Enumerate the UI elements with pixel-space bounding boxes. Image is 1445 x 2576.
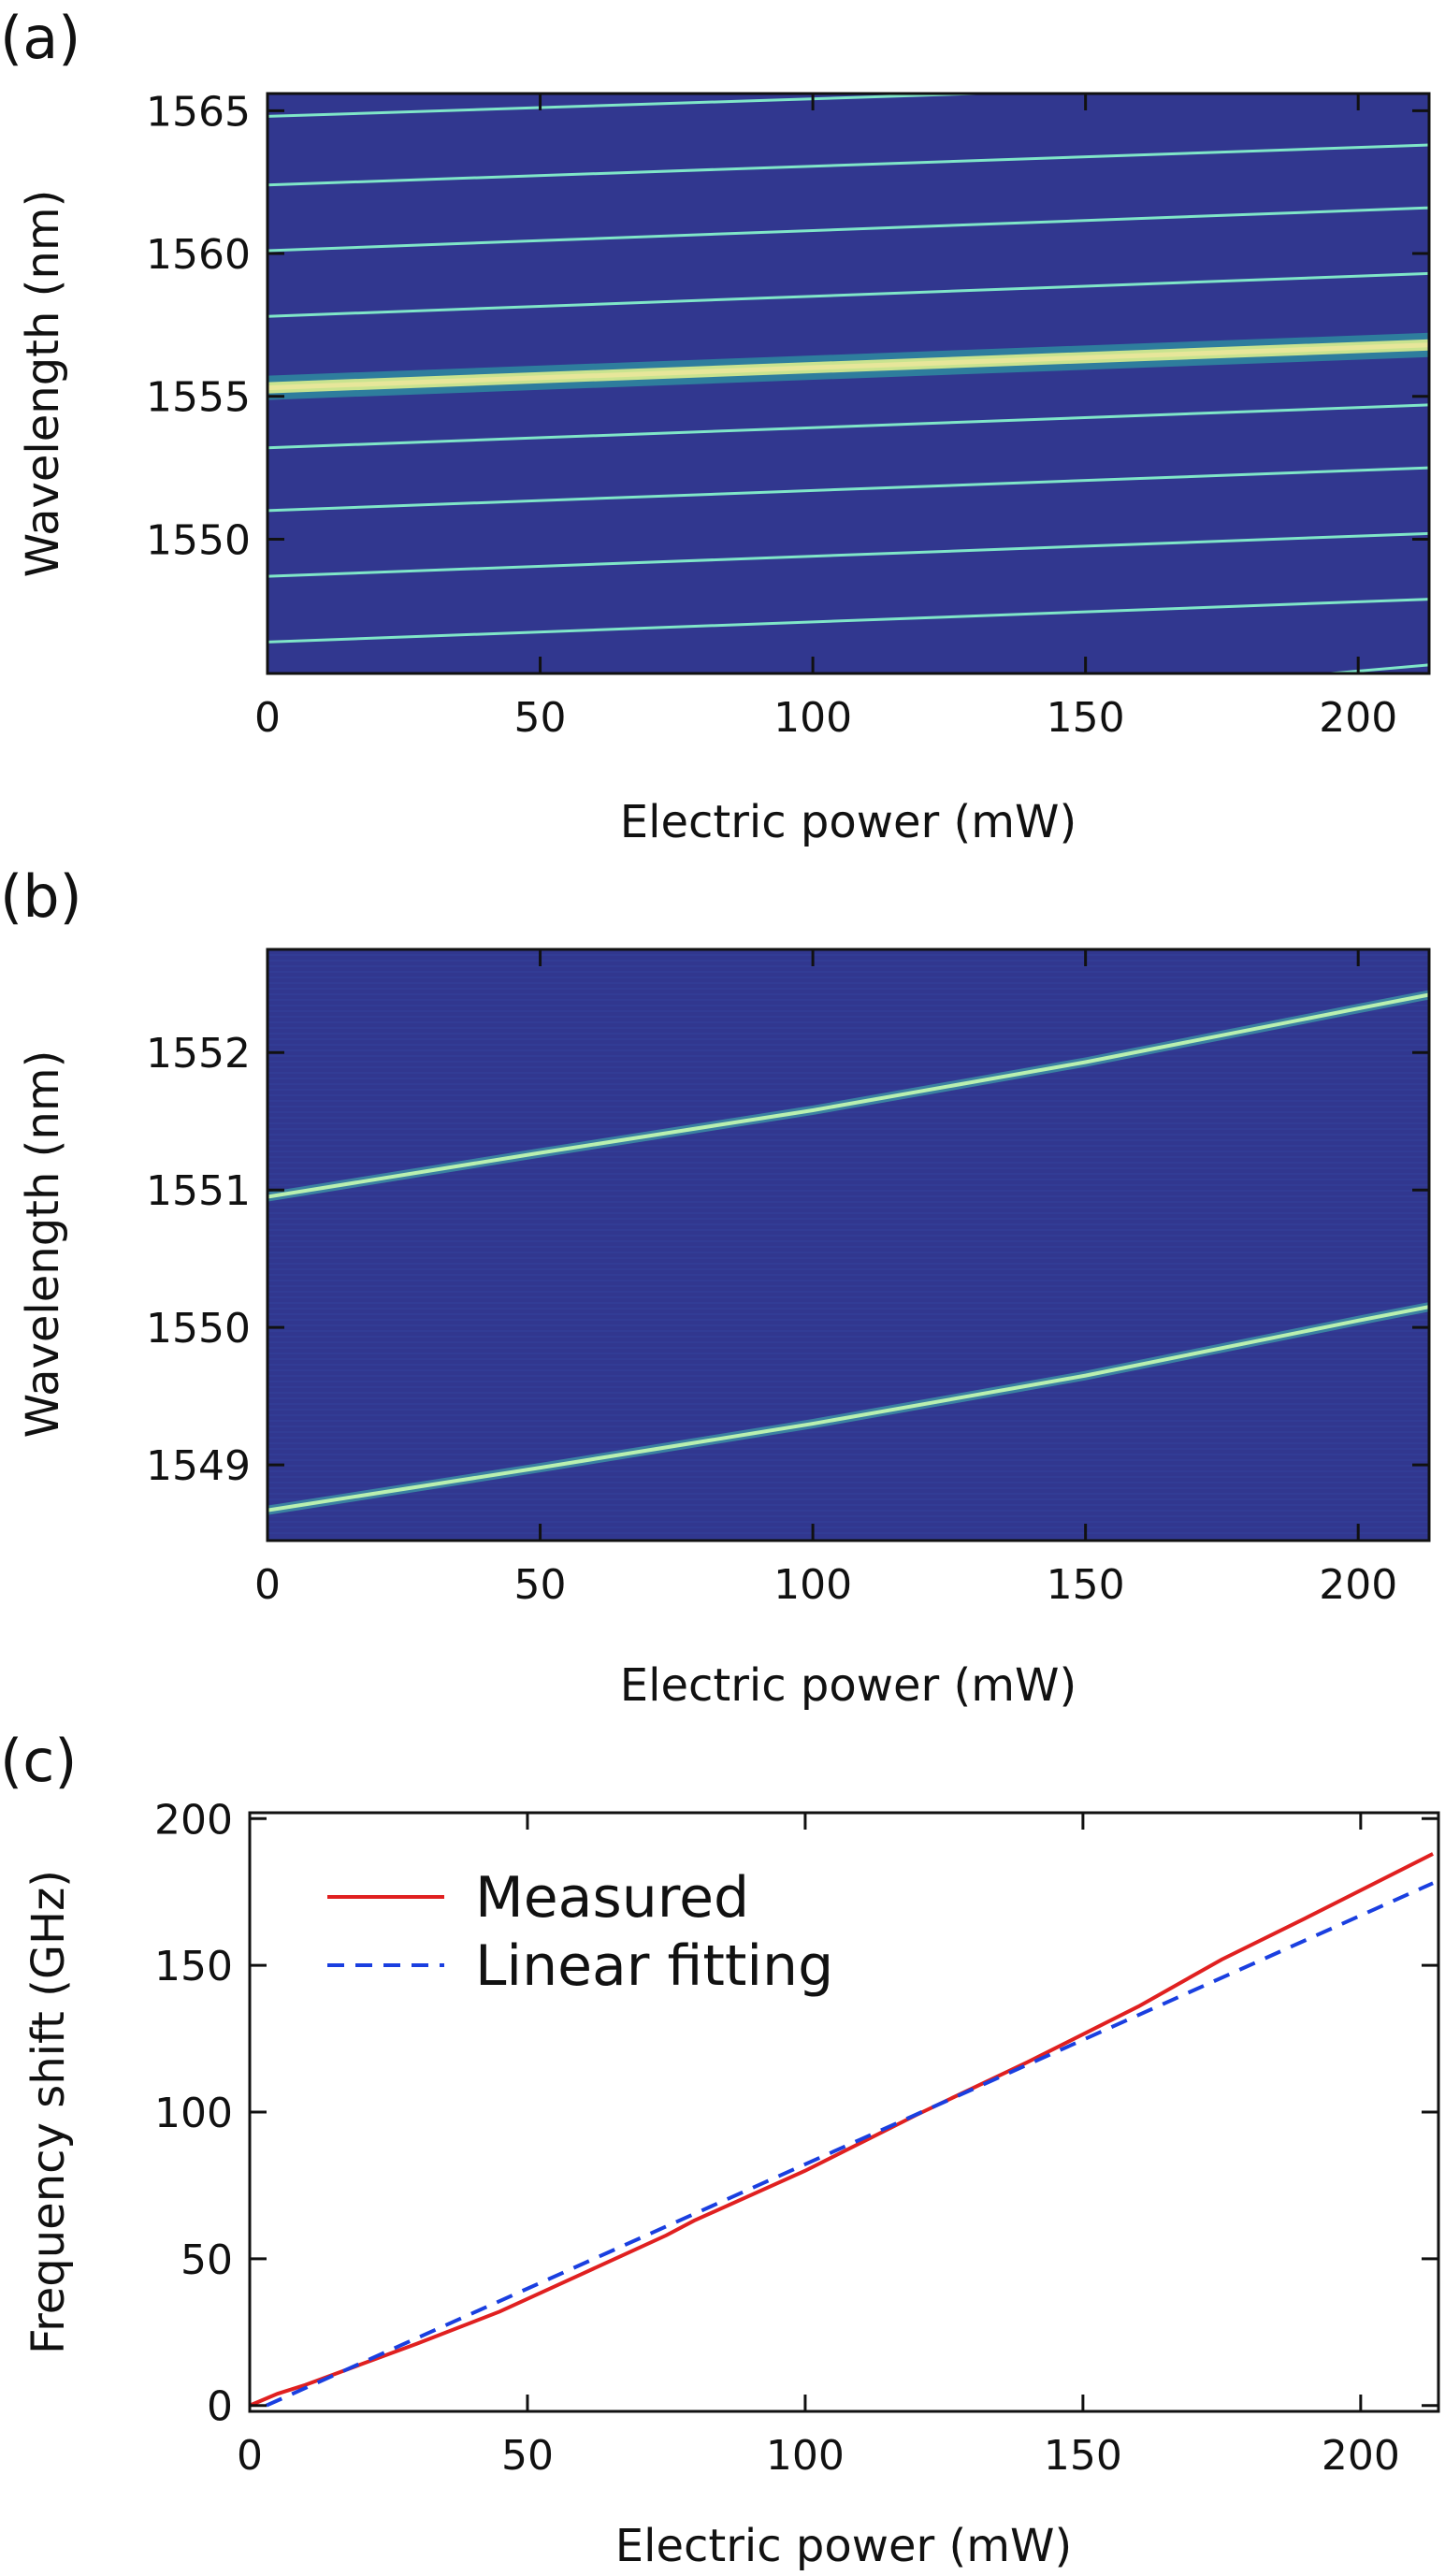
- y-tick-label: 200: [154, 1796, 233, 1844]
- x-tick-label: 150: [1047, 694, 1125, 742]
- x-tick-label: 50: [501, 2432, 554, 2480]
- x-ticks-a: 0 50 100 150 200: [254, 94, 1397, 742]
- panel-b: (b) 0 50 100 150 200 1549 1550 1551 1552 Electr…: [0, 862, 1431, 1712]
- spectral-line: [267, 598, 1429, 644]
- series-line-linear-fitting: [266, 1881, 1434, 2408]
- spectral-line: [267, 466, 1429, 513]
- y-ticks-b: 1549 1550 1551 1552: [146, 1030, 1429, 1490]
- x-tick-label: 0: [254, 1561, 281, 1609]
- y-ticks-a: 1550 1555 1560 1565: [146, 88, 1429, 564]
- y-tick-label: 1550: [146, 1305, 251, 1353]
- series-line-measured: [250, 1852, 1434, 2408]
- spectral-line: [267, 94, 977, 118]
- y-tick-label: 1555: [146, 374, 251, 422]
- spectral-line-peak-core: [267, 342, 1429, 391]
- spectral-line: [267, 271, 1429, 318]
- spectral-line: [267, 403, 1429, 450]
- series-c: [250, 1852, 1434, 2408]
- y-tick-label: 1551: [146, 1167, 251, 1215]
- y-axis-title-c: Frequency shift (GHz): [22, 1870, 75, 2354]
- x-tick-label: 200: [1322, 2432, 1400, 2480]
- legend-label-measured: Measured: [475, 1865, 749, 1931]
- y-axis-title-b: Wavelength (nm): [17, 1050, 69, 1439]
- legend-c: Measured Linear fitting: [327, 1865, 833, 1999]
- x-ticks-c: 0 50 100 150 200: [237, 1813, 1400, 2480]
- y-tick-label: 100: [154, 2090, 233, 2137]
- x-tick-label: 0: [237, 2432, 263, 2480]
- x-tick-label: 150: [1047, 1561, 1125, 1609]
- y-ticks-c: 0 50 100 150 200: [154, 1796, 1438, 2431]
- x-tick-label: 100: [773, 1561, 852, 1609]
- spectral-line: [1330, 663, 1429, 673]
- panel-label-c: (c): [0, 1727, 77, 1795]
- plot-frame-a: [266, 92, 1431, 675]
- x-tick-label: 50: [514, 694, 567, 742]
- x-axis-title-c: Electric power (mW): [615, 2520, 1072, 2571]
- x-axis-title-a: Electric power (mW): [620, 796, 1077, 848]
- y-axis-title-a: Wavelength (nm): [17, 190, 69, 578]
- x-tick-label: 150: [1044, 2432, 1122, 2480]
- x-axis-title-b: Electric power (mW): [620, 1659, 1077, 1712]
- y-tick-label: 1552: [146, 1030, 251, 1078]
- plot-frame-b: [266, 948, 1431, 1542]
- y-tick-label: 0: [207, 2383, 233, 2431]
- x-ticks-b: 0 50 100 150 200: [254, 949, 1397, 1609]
- heatmap-background-b: [267, 949, 1429, 1541]
- x-tick-label: 200: [1319, 1561, 1397, 1609]
- spectral-lines-b: [267, 990, 1429, 1515]
- legend-label-linear-fitting: Linear fitting: [475, 1933, 833, 1999]
- spectral-line: [267, 143, 1429, 187]
- spectral-line: [267, 206, 1429, 253]
- panel-a: (a) 0 50 100 150 200 1550 1555 1560 1565 Electr…: [0, 4, 1431, 848]
- spectral-line: [267, 531, 1429, 578]
- spectral-line: [267, 1305, 1429, 1512]
- panel-label-b: (b): [0, 862, 82, 931]
- panel-c: (c) 0 50 100 150 200 0 50 100 150 200 Measured L…: [0, 1727, 1440, 2572]
- x-tick-label: 100: [773, 694, 852, 742]
- plot-area-c: [250, 1813, 1438, 2411]
- y-tick-label: 1550: [146, 516, 251, 564]
- y-tick-label: 150: [154, 1943, 233, 1990]
- y-tick-label: 1560: [146, 231, 251, 279]
- spectral-line: [267, 992, 1429, 1199]
- y-tick-label: 1549: [146, 1442, 251, 1490]
- y-tick-label: 50: [181, 2236, 233, 2284]
- panel-label-a: (a): [0, 4, 80, 72]
- y-tick-label: 1565: [146, 88, 251, 136]
- x-tick-label: 50: [514, 1561, 567, 1609]
- x-tick-label: 100: [766, 2432, 845, 2480]
- x-tick-label: 0: [254, 694, 281, 742]
- spectral-lines-a: [267, 94, 1429, 673]
- x-tick-label: 200: [1319, 694, 1397, 742]
